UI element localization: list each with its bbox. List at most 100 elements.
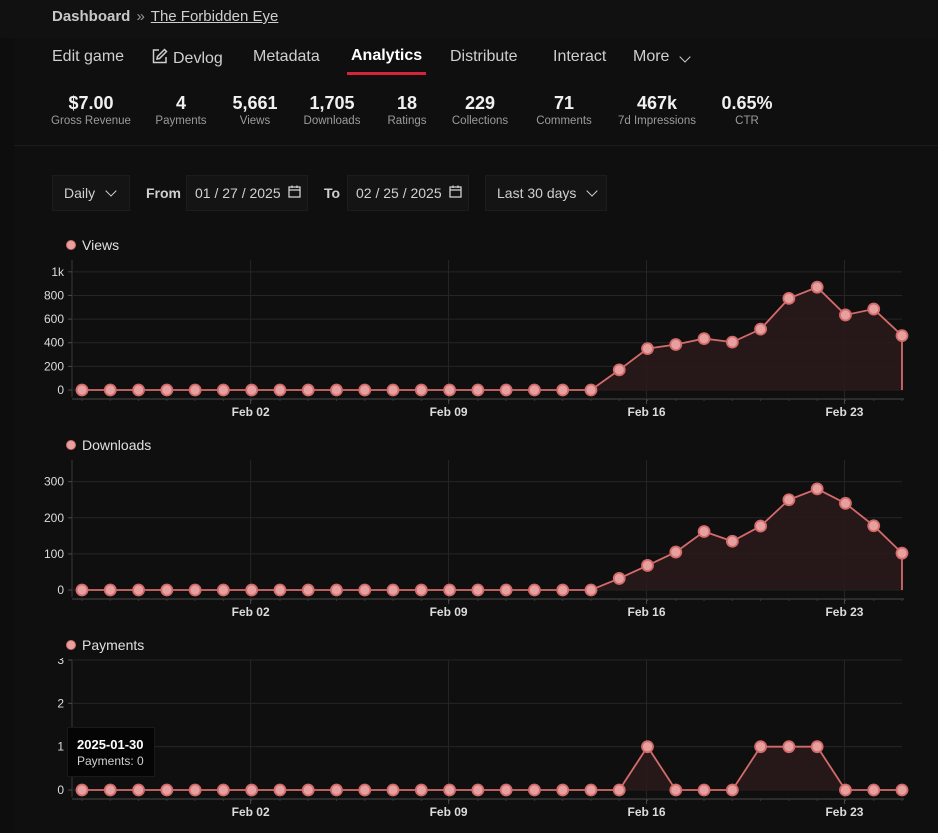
data-point [75,583,89,597]
tab-more[interactable]: More [633,48,691,66]
data-point [414,583,428,597]
data-point [358,383,372,397]
data-point [584,583,598,597]
tab-metadata[interactable]: Metadata [253,48,320,66]
stat-label: Gross Revenue [51,115,131,127]
stat-ctr: 0.65% CTR [716,92,778,128]
breadcrumb: Dashboard » The Forbidden Eye [52,8,278,25]
data-point [132,783,145,797]
data-point [216,583,230,597]
y-tick-label: 200 [44,511,64,525]
x-tick-label: Feb 23 [825,605,863,619]
from-date-value: 01 / 27 / 2025 [195,185,281,201]
data-point [301,383,315,397]
stat-label: Comments [536,115,592,127]
data-point [867,302,881,316]
breadcrumb-dashboard-link[interactable]: Dashboard [52,8,131,25]
calendar-icon [287,185,301,201]
stat-label: Payments [155,115,207,127]
data-point [754,740,768,754]
data-point [103,383,117,397]
series-area [82,488,902,590]
data-point [188,583,202,597]
data-point [443,583,456,597]
y-tick-label: 0 [57,583,64,597]
data-point [556,383,570,397]
stat-label: 7d Impressions [618,115,696,127]
y-tick-label: 100 [44,547,64,561]
data-point [273,583,287,597]
data-point [443,383,456,397]
stat-comments: 71 Comments [532,92,596,128]
data-point [669,545,683,559]
data-point [528,583,541,597]
data-point [273,383,287,397]
active-tab-indicator [347,72,426,75]
stat-collections: 229 Collections [446,92,514,128]
y-tick-label: 400 [44,336,64,350]
data-point [839,783,852,797]
tab-interact[interactable]: Interact [553,48,606,66]
chart-title-text: Views [82,237,120,253]
data-point [216,383,230,397]
stat-ratings: 18 Ratings [383,92,431,128]
stat-views: 5,661 Views [225,92,285,128]
data-point [471,583,485,597]
data-point [160,583,174,597]
stat-value: 229 [464,93,496,113]
stat-value: 71 [553,93,575,113]
data-point [754,322,768,336]
data-point [386,783,400,797]
data-point [499,783,513,797]
y-tick-label: 600 [44,312,64,326]
data-point [245,583,259,597]
y-tick-label: 0 [57,383,64,397]
views-chart: 0 200 400 600 800 1k Feb 02 Feb 09 Feb 16 Feb 23 [44,260,909,419]
y-tick-label: 1 [57,740,64,754]
data-point [782,292,796,305]
range-select[interactable]: Last 30 days [485,175,607,211]
from-label: From [146,185,181,201]
stat-label: CTR [735,115,759,127]
data-point [330,583,343,597]
calendar-icon [448,185,462,201]
chart-title-payments: Payments [66,637,144,653]
divider [14,145,938,146]
data-point [867,519,881,533]
tab-edit-game[interactable]: Edit game [52,48,124,66]
stat-7d-impressions: 467k 7d Impressions [614,92,700,128]
tab-label: Metadata [253,48,320,65]
data-point [273,783,287,797]
chevron-down-icon [679,51,691,63]
data-point [612,783,626,797]
data-point [725,335,739,349]
data-point [754,519,768,533]
data-point [499,583,513,597]
downloads-chart: 0 100 200 300 Feb 02 Feb 09 Feb 16 Feb 23 [44,460,909,619]
to-date-input[interactable]: 02 / 25 / 2025 [347,175,469,211]
y-tick-label: 200 [44,359,64,373]
data-point [584,383,598,397]
interval-select[interactable]: Daily [52,175,130,211]
data-point [358,583,372,597]
breadcrumb-game-link[interactable]: The Forbidden Eye [150,8,279,25]
series-area [82,746,902,790]
x-tick-label: Feb 09 [430,605,468,619]
to-date-value: 02 / 25 / 2025 [356,185,442,201]
stat-value: 18 [396,93,418,113]
data-point [669,783,683,797]
data-point [725,783,739,797]
data-point [330,783,343,797]
tab-label: Analytics [351,47,423,64]
tab-distribute[interactable]: Distribute [450,48,518,66]
chart-title-downloads: Downloads [66,437,151,453]
tab-analytics[interactable]: Analytics [351,47,422,65]
tab-devlog[interactable]: Devlog [151,48,223,70]
from-date-input[interactable]: 01 / 27 / 2025 [186,175,308,211]
stat-payments: 4 Payments [151,92,211,128]
data-point [895,546,909,560]
data-point [669,338,683,351]
data-point [528,383,541,397]
data-point [471,783,485,797]
data-point [895,329,909,343]
